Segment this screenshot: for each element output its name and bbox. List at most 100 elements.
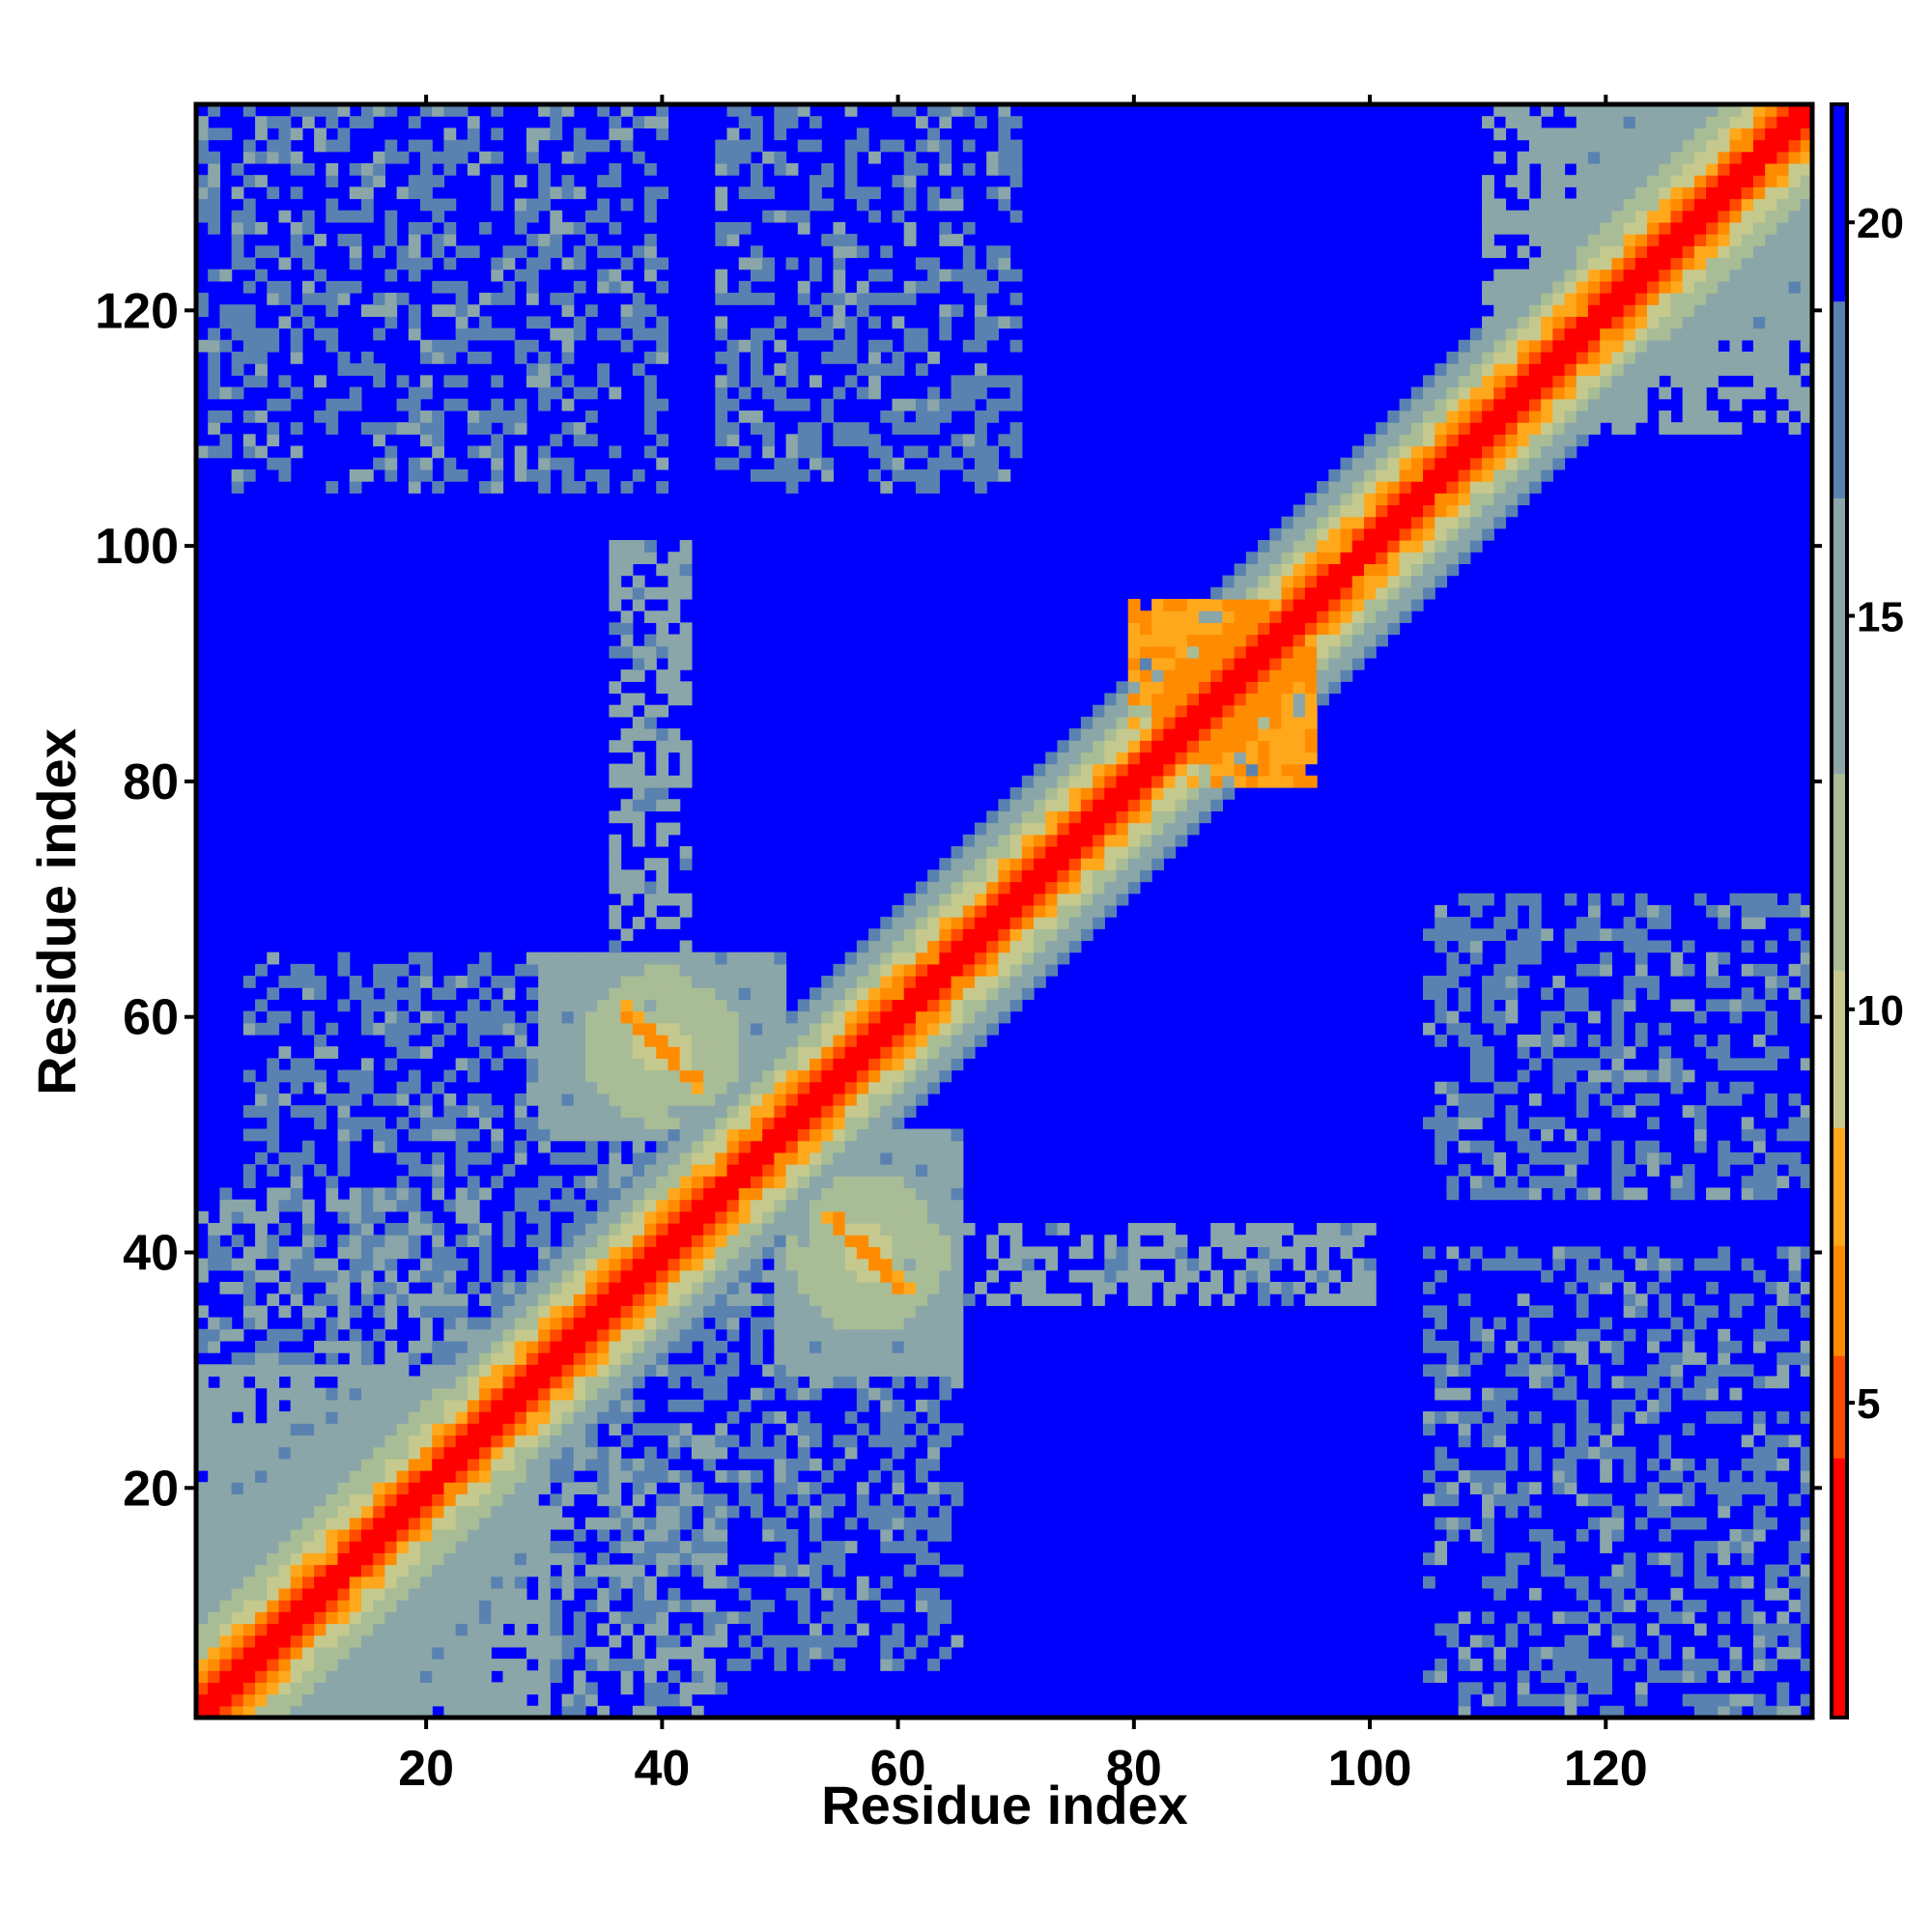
heatmap-cell bbox=[844, 139, 858, 153]
heatmap-cell bbox=[810, 1623, 822, 1636]
heatmap-cell bbox=[1340, 1246, 1353, 1260]
heatmap-cell bbox=[526, 316, 539, 329]
heatmap-cell bbox=[892, 1176, 905, 1189]
heatmap-cell bbox=[632, 1576, 645, 1589]
heatmap-cell bbox=[903, 999, 917, 1012]
heatmap-cell bbox=[196, 1670, 209, 1684]
heatmap-cell bbox=[679, 845, 693, 859]
heatmap-cell bbox=[868, 928, 881, 942]
heatmap-cell bbox=[986, 162, 999, 176]
heatmap-cell bbox=[656, 1269, 669, 1283]
heatmap-cell bbox=[326, 1670, 339, 1684]
heatmap-cell bbox=[986, 410, 999, 423]
heatmap-cell bbox=[844, 1600, 858, 1612]
heatmap-cell bbox=[597, 1470, 611, 1483]
heatmap-cell bbox=[903, 1541, 917, 1553]
heatmap-cell bbox=[526, 293, 539, 305]
heatmap-cell bbox=[915, 1187, 928, 1201]
heatmap-cell bbox=[219, 1600, 233, 1612]
heatmap-cell bbox=[927, 1587, 940, 1601]
heatmap-cell bbox=[196, 1423, 209, 1436]
heatmap-cell bbox=[644, 1176, 657, 1189]
heatmap-cell bbox=[632, 1458, 645, 1471]
heatmap-cell bbox=[609, 940, 622, 953]
heatmap-cell bbox=[550, 234, 563, 246]
heatmap-cell bbox=[538, 1140, 551, 1153]
heatmap-cell bbox=[242, 1128, 256, 1142]
heatmap-cell bbox=[550, 1046, 563, 1059]
heatmap-cell bbox=[903, 1269, 917, 1283]
heatmap-cell bbox=[360, 304, 374, 318]
heatmap-cell bbox=[856, 1364, 869, 1378]
heatmap-cell bbox=[1258, 1235, 1270, 1248]
heatmap-cell bbox=[1104, 752, 1118, 765]
heatmap-cell bbox=[408, 1246, 421, 1260]
heatmap-cell bbox=[255, 410, 268, 423]
heatmap-cell bbox=[833, 1552, 846, 1566]
heatmap-cell bbox=[939, 1387, 952, 1401]
heatmap-cell bbox=[1317, 540, 1329, 553]
heatmap-cell bbox=[432, 1458, 445, 1471]
heatmap-cell bbox=[455, 1423, 469, 1436]
heatmap-cell bbox=[573, 1022, 586, 1036]
heatmap-cell bbox=[1127, 669, 1141, 682]
heatmap-cell bbox=[726, 999, 740, 1012]
heatmap-cell bbox=[892, 987, 905, 1001]
heatmap-cell bbox=[668, 987, 681, 1001]
heatmap-cell bbox=[927, 1069, 940, 1083]
heatmap-cell bbox=[1175, 728, 1188, 741]
heatmap-cell bbox=[880, 481, 894, 494]
heatmap-cell bbox=[609, 845, 622, 859]
heatmap-cell bbox=[856, 940, 869, 953]
heatmap-cell bbox=[656, 728, 669, 741]
heatmap-cell bbox=[821, 1210, 835, 1224]
heatmap-cell bbox=[892, 1659, 905, 1671]
heatmap-cell bbox=[915, 445, 928, 459]
heatmap-cell bbox=[467, 1482, 480, 1494]
heatmap-cell bbox=[986, 1246, 999, 1260]
heatmap-cell bbox=[384, 1587, 398, 1601]
heatmap-cell bbox=[396, 1623, 410, 1636]
heatmap-cell bbox=[656, 881, 669, 895]
heatmap-cell bbox=[1163, 787, 1177, 800]
heatmap-cell bbox=[373, 1611, 385, 1625]
heatmap-cell bbox=[1093, 881, 1105, 895]
heatmap-cell bbox=[974, 917, 987, 929]
heatmap-cell bbox=[314, 128, 327, 141]
heatmap-cell bbox=[396, 1387, 410, 1401]
heatmap-cell bbox=[880, 1081, 894, 1094]
heatmap-cell bbox=[951, 1340, 964, 1353]
heatmap-cell bbox=[584, 1423, 598, 1436]
heatmap-cell bbox=[584, 139, 598, 153]
heatmap-cell bbox=[314, 410, 327, 423]
heatmap-cell bbox=[833, 221, 846, 235]
heatmap-cell bbox=[1151, 611, 1164, 623]
heatmap-cell bbox=[219, 410, 233, 423]
heatmap-cell bbox=[974, 481, 987, 494]
heatmap-cell bbox=[750, 1187, 763, 1201]
heatmap-cell bbox=[538, 1682, 551, 1695]
heatmap-cell bbox=[880, 1387, 894, 1401]
heatmap-cell bbox=[219, 1199, 233, 1212]
heatmap-cell bbox=[1328, 1293, 1342, 1306]
heatmap-cell bbox=[584, 210, 598, 223]
heatmap-cell bbox=[868, 952, 881, 965]
heatmap-cell bbox=[278, 1493, 292, 1507]
heatmap-cell bbox=[656, 976, 669, 988]
heatmap-cell bbox=[810, 375, 822, 388]
heatmap-cell bbox=[420, 386, 433, 400]
heatmap-cell bbox=[231, 1552, 244, 1566]
heatmap-cell bbox=[349, 234, 362, 246]
heatmap-cell bbox=[833, 1223, 846, 1236]
heatmap-cell bbox=[432, 1176, 445, 1189]
heatmap-cell bbox=[1186, 763, 1200, 777]
heatmap-cell bbox=[1127, 740, 1141, 753]
heatmap-cell bbox=[502, 1210, 516, 1224]
heatmap-cell bbox=[668, 1140, 681, 1153]
heatmap-cell bbox=[679, 586, 693, 600]
heatmap-cell bbox=[738, 257, 752, 270]
heatmap-cell bbox=[502, 1328, 516, 1342]
heatmap-cell bbox=[384, 1552, 398, 1566]
heatmap-cell bbox=[951, 917, 964, 929]
heatmap-cell bbox=[974, 952, 987, 965]
